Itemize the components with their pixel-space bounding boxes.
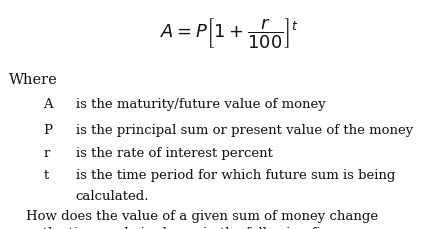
Text: is the maturity/future value of money: is the maturity/future value of money [76, 98, 325, 112]
Text: A: A [43, 98, 53, 112]
Text: P: P [43, 124, 52, 137]
Text: is the principal sum or present value of the money: is the principal sum or present value of… [76, 124, 413, 137]
Text: over the time scale is shown in the following figure.: over the time scale is shown in the foll… [9, 227, 356, 229]
Text: t: t [43, 169, 48, 183]
Text: How does the value of a given sum of money change: How does the value of a given sum of mon… [9, 210, 378, 223]
Text: r: r [43, 147, 50, 160]
Text: is the time period for which future sum is being: is the time period for which future sum … [76, 169, 395, 183]
Text: is the rate of interest percent: is the rate of interest percent [76, 147, 273, 160]
Text: calculated.: calculated. [76, 190, 149, 203]
Text: $A = P\left[1+\dfrac{r}{100}\right]^{t}$: $A = P\left[1+\dfrac{r}{100}\right]^{t}$ [159, 16, 299, 50]
Text: Where: Where [9, 73, 57, 87]
